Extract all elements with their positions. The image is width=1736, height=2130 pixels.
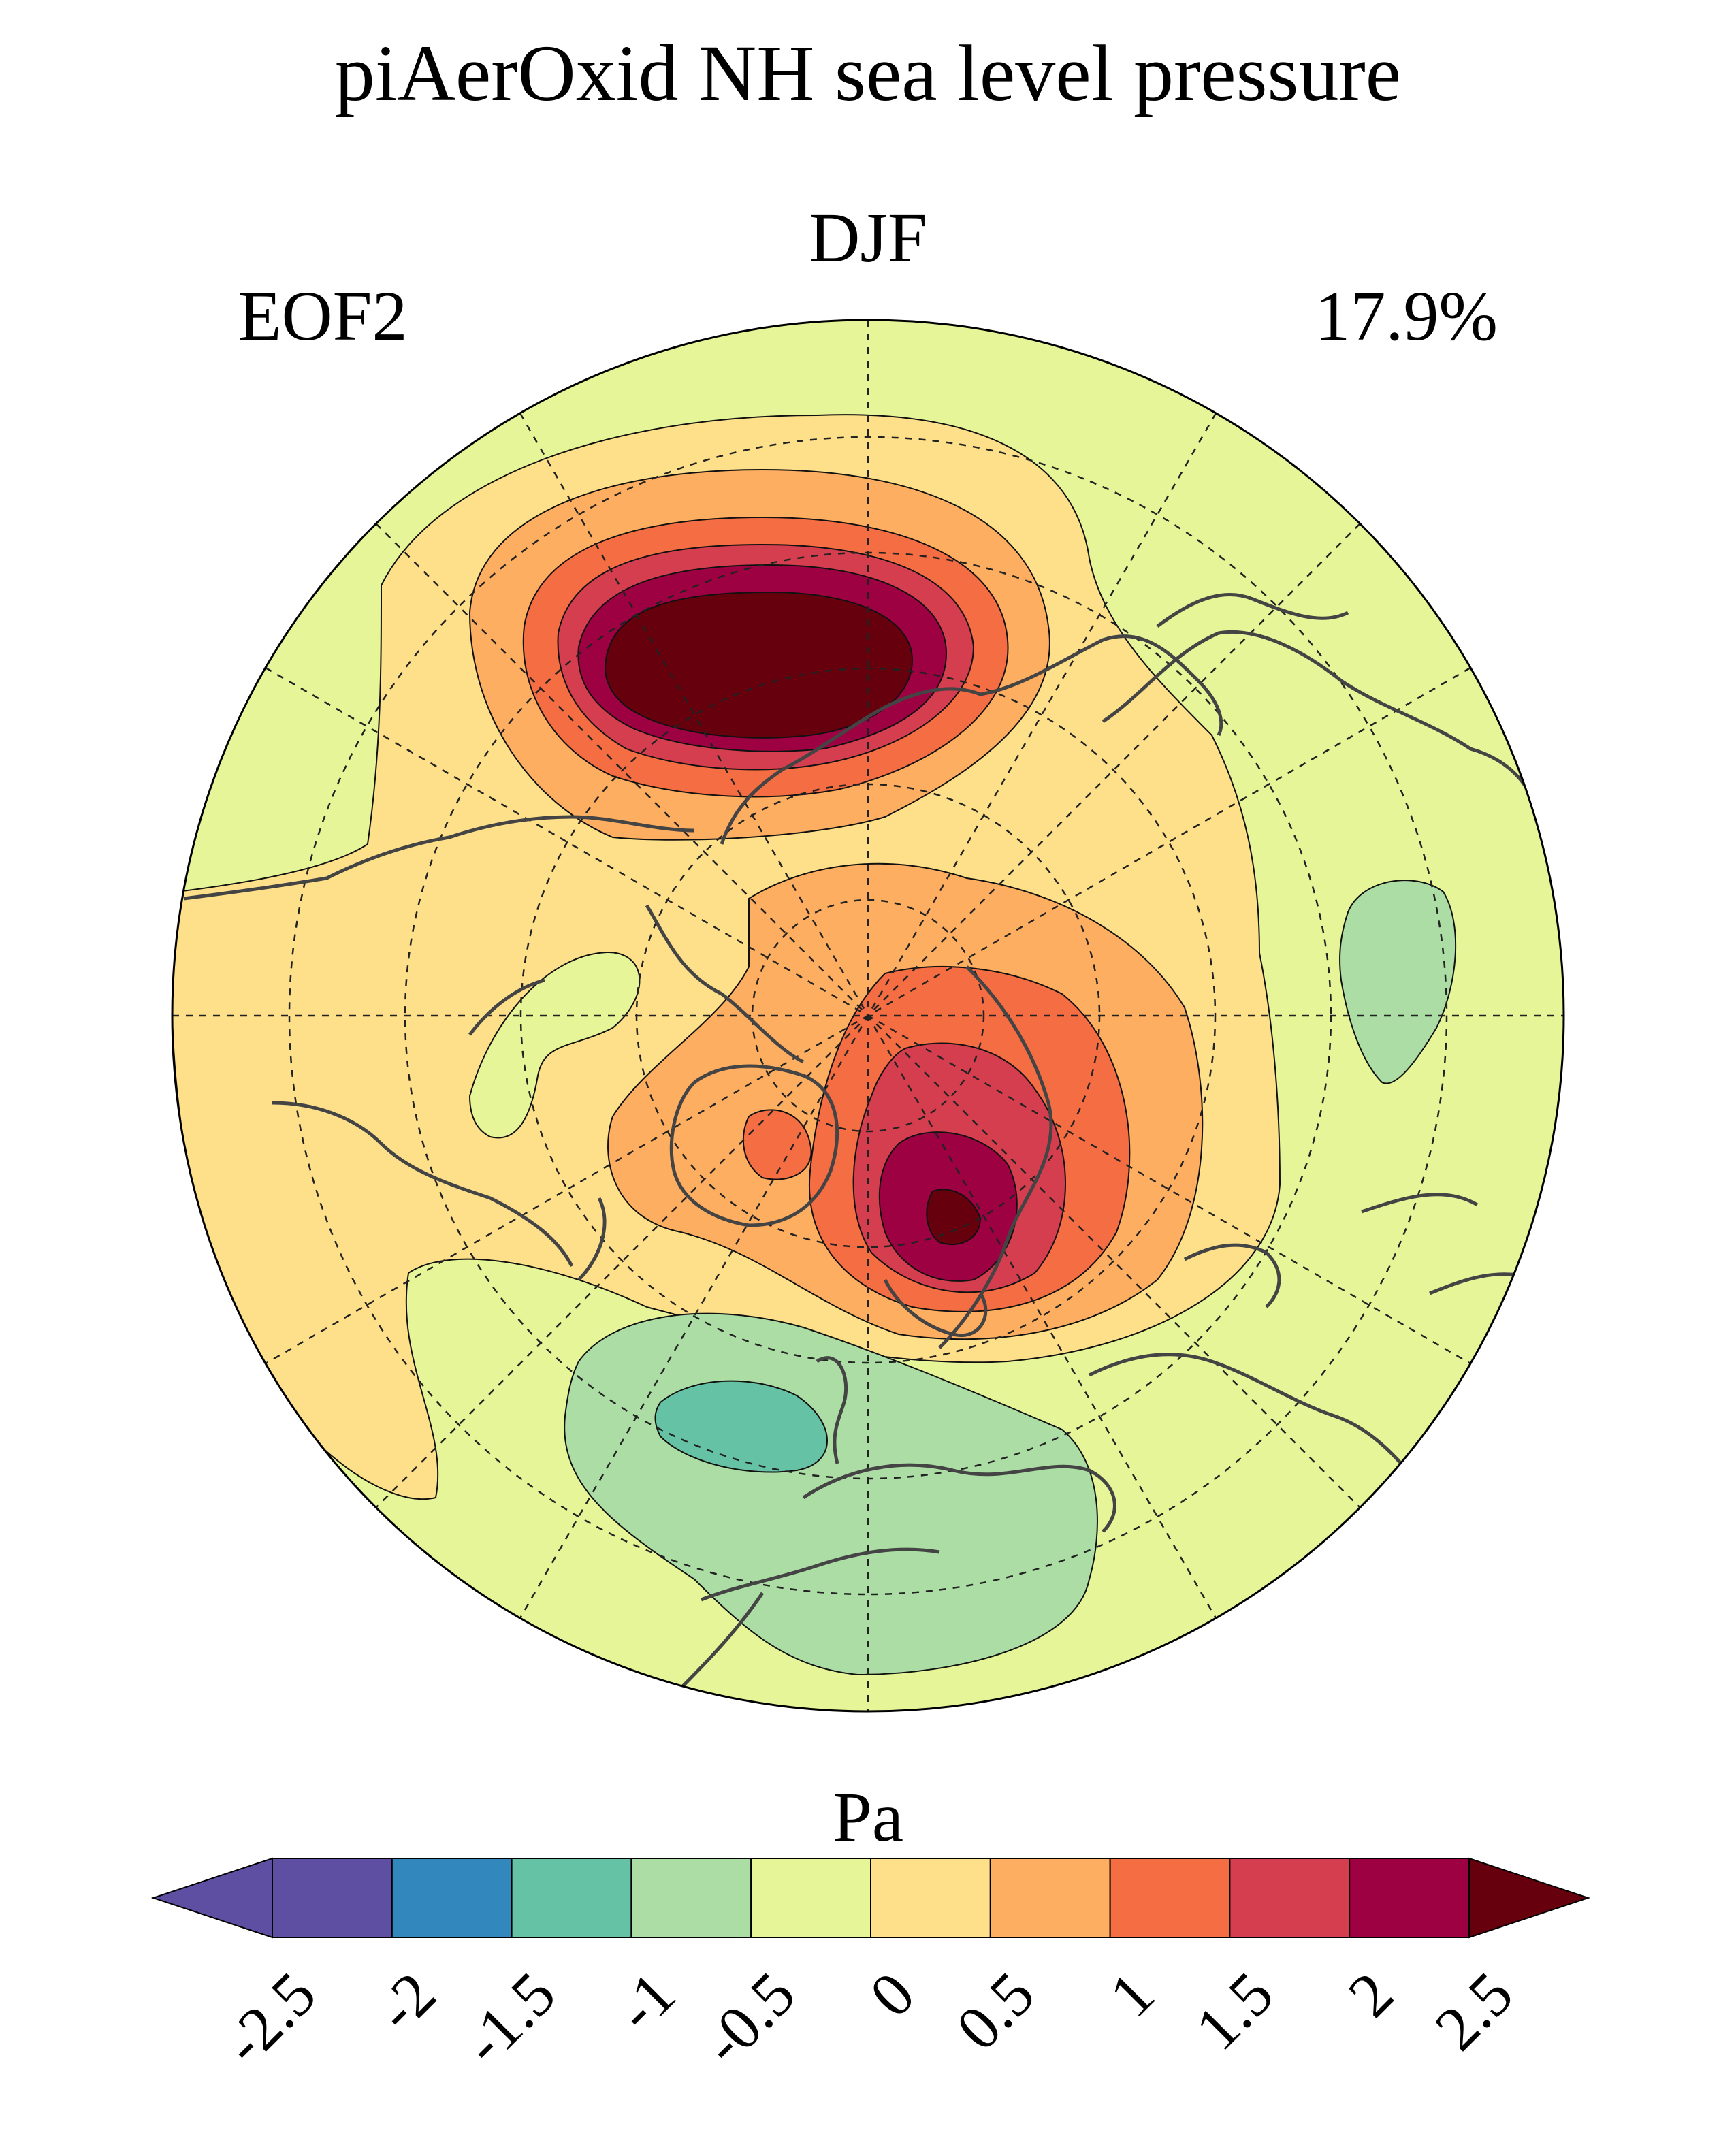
contour-neg-1-a bbox=[654, 1380, 828, 1473]
colorbar-box bbox=[989, 1858, 1111, 1938]
colorbar-tick-label: 0.5 bbox=[942, 1958, 1048, 2063]
contour-neg-0-5-b bbox=[1339, 880, 1457, 1084]
chart-title: piAerOxid NH sea level pressure bbox=[334, 29, 1402, 118]
season-label: DJF bbox=[809, 199, 927, 277]
colorbar-tick-label: 2.5 bbox=[1421, 1958, 1526, 2063]
colorbar-arrow-low bbox=[150, 1857, 273, 1939]
contour-2-5-b bbox=[926, 1189, 982, 1246]
contour-1-c bbox=[742, 1109, 812, 1180]
colorbar-box bbox=[391, 1858, 513, 1938]
colorbar-box bbox=[1349, 1858, 1470, 1938]
contour-neg-0-5-c bbox=[468, 952, 641, 1139]
grid-meridians bbox=[172, 320, 1564, 1711]
eof-label: EOF2 bbox=[238, 277, 408, 355]
colorbar-box bbox=[511, 1858, 632, 1938]
colorbar-tick-label: 0 bbox=[856, 1958, 928, 2031]
colorbar-box bbox=[870, 1858, 991, 1938]
polar-map bbox=[171, 319, 1565, 1713]
colorbar-tick-label: 2 bbox=[1335, 1958, 1407, 2031]
colorbar-tick-label: -0.5 bbox=[688, 1958, 808, 2078]
colorbar-tick-label: -2 bbox=[363, 1958, 449, 2045]
colorbar-tick-label: 1.5 bbox=[1182, 1958, 1287, 2063]
colorbar-arrow-high bbox=[1468, 1857, 1591, 1939]
colorbar-unit: Pa bbox=[833, 1778, 903, 1856]
colorbar-tick-label: 1 bbox=[1095, 1958, 1168, 2031]
colorbar-box bbox=[272, 1858, 393, 1938]
colorbar-box bbox=[1229, 1858, 1351, 1938]
colorbar-tick-label: -1.5 bbox=[449, 1958, 569, 2078]
map-boundary bbox=[171, 319, 1565, 1713]
colorbar-box bbox=[630, 1858, 752, 1938]
variance-label: 17.9% bbox=[1315, 277, 1498, 355]
colorbar-tick-label: -1 bbox=[602, 1958, 688, 2045]
colorbar-box bbox=[750, 1858, 871, 1938]
colorbar-box bbox=[1109, 1858, 1231, 1938]
map-fields bbox=[172, 320, 1564, 1711]
contour-2-5-a bbox=[605, 591, 914, 739]
colorbar-tick-label: -2.5 bbox=[210, 1958, 329, 2078]
